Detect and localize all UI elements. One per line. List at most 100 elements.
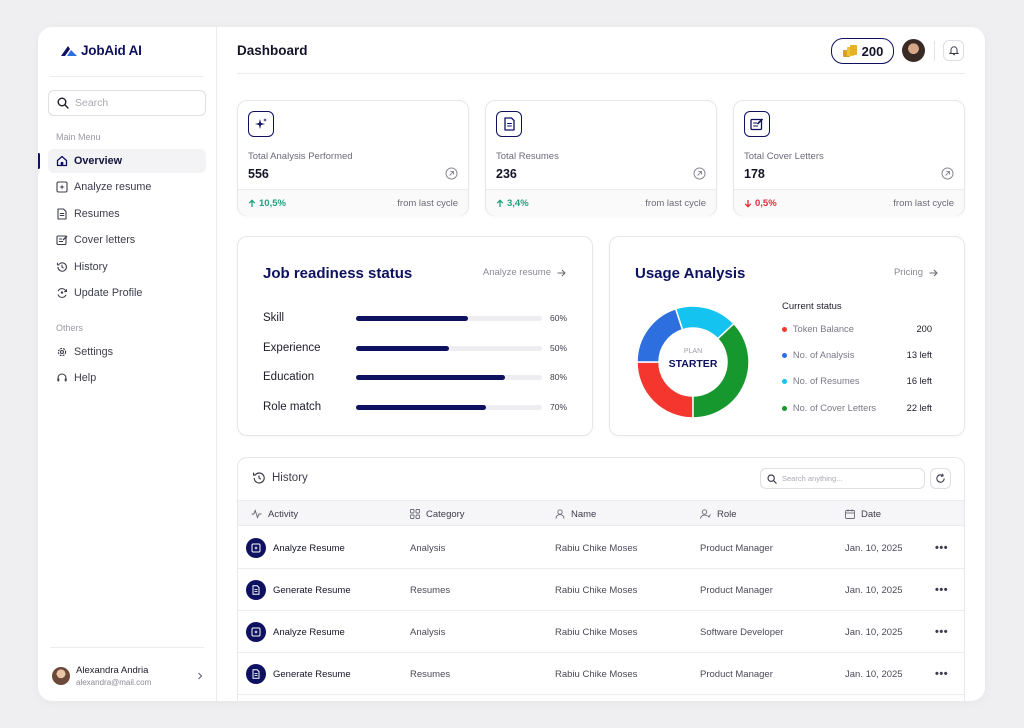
column-date[interactable]: Date xyxy=(845,501,881,527)
readiness-label: Experience xyxy=(263,342,321,354)
document-icon xyxy=(57,208,67,220)
cover-letter-icon xyxy=(56,235,68,246)
stat-label: Total Resumes xyxy=(496,151,559,162)
sidebar-item-label: History xyxy=(74,261,108,273)
progress-track xyxy=(356,374,542,380)
sidebar-item-cover-letters[interactable]: Cover letters xyxy=(48,228,206,252)
more-options-icon[interactable]: ••• xyxy=(935,626,949,638)
table-row[interactable]: Analyze Resume Analysis Rabiu Chike Mose… xyxy=(238,527,964,569)
stat-icon xyxy=(248,111,274,137)
sidebar-item-overview[interactable]: Overview xyxy=(48,149,206,173)
sidebar-item-help[interactable]: Help xyxy=(48,366,206,390)
activity-name: Analyze Resume xyxy=(273,542,345,554)
activity-icon xyxy=(251,509,262,519)
sidebar-item-label: Update Profile xyxy=(74,287,143,299)
open-details-button[interactable] xyxy=(445,167,458,180)
sidebar-search[interactable]: Search xyxy=(48,90,206,116)
search-icon xyxy=(767,473,777,484)
trend-value: 0,5% xyxy=(755,197,777,209)
avatar xyxy=(52,667,70,685)
cell-date: Jan. 10, 2025 xyxy=(845,584,903,596)
arrow-up-right-icon xyxy=(941,167,954,180)
readiness-label: Skill xyxy=(263,312,285,324)
active-indicator xyxy=(38,153,40,169)
more-options-icon[interactable]: ••• xyxy=(935,542,949,554)
header-avatar[interactable] xyxy=(902,39,925,62)
column-label: Role xyxy=(717,508,737,520)
divider xyxy=(50,76,204,77)
table-row[interactable]: Generate Resume Resumes Rabiu Chike Mose… xyxy=(238,653,964,695)
home-icon xyxy=(56,155,68,167)
sidebar-item-resumes[interactable]: Resumes xyxy=(48,202,206,226)
more-options-icon[interactable]: ••• xyxy=(935,668,949,680)
app-window: JobAid AI Search Main Menu Overview An xyxy=(38,27,985,701)
cell-role: Product Manager xyxy=(700,668,773,680)
refresh-icon xyxy=(936,473,945,483)
cell-activity: Generate Resume xyxy=(246,653,351,695)
progress-track xyxy=(356,404,542,410)
column-role[interactable]: Role xyxy=(700,501,737,527)
trend-note: from last cycle xyxy=(645,197,706,209)
activity-name: Analyze Resume xyxy=(273,626,345,638)
cell-category: Resumes xyxy=(410,584,451,596)
history-search-input[interactable]: Search anything... xyxy=(760,468,925,489)
column-activity[interactable]: Activity xyxy=(251,501,298,527)
search-placeholder: Search xyxy=(75,97,109,109)
stat-value: 236 xyxy=(496,167,517,181)
stat-card-cover-letters: Total Cover Letters 178 0,5% from last c… xyxy=(733,100,965,216)
sidebar-item-history[interactable]: History xyxy=(48,255,206,279)
document-icon xyxy=(246,664,266,684)
grid-icon xyxy=(410,509,420,519)
cell-name: Rabiu Chike Moses xyxy=(555,542,638,554)
arrow-up-icon xyxy=(248,198,256,207)
analyze-icon xyxy=(56,181,68,193)
legend-item: No. of Cover Letters 22 left xyxy=(782,402,932,414)
link-label: Pricing xyxy=(893,267,923,278)
more-options-icon[interactable]: ••• xyxy=(935,584,949,596)
divider xyxy=(237,73,965,74)
column-name[interactable]: Name xyxy=(555,501,596,527)
sidebar-item-analyze-resume[interactable]: Analyze resume xyxy=(48,175,206,199)
trend-note: from last cycle xyxy=(397,197,458,209)
donut-slice-token-balance[interactable] xyxy=(636,361,694,419)
donut-svg xyxy=(636,305,750,419)
refresh-button[interactable] xyxy=(930,468,951,489)
stat-label: Total Cover Letters xyxy=(744,151,824,162)
sidebar-item-settings[interactable]: Settings xyxy=(48,340,206,364)
donut-slice-no-of-cover-letters[interactable] xyxy=(692,322,750,419)
card-title: Job readiness status xyxy=(263,265,413,282)
brand-name: JobAid AI xyxy=(81,43,142,58)
coins-icon xyxy=(842,45,857,57)
readiness-label: Education xyxy=(263,371,315,383)
readiness-percent: 80% xyxy=(550,372,568,382)
brand-logo[interactable]: JobAid AI xyxy=(61,43,142,58)
cell-date: Jan. 10, 2025 xyxy=(845,668,903,680)
search-icon xyxy=(57,97,69,109)
column-label: Activity xyxy=(268,508,299,520)
open-details-button[interactable] xyxy=(693,167,706,180)
progress-fill xyxy=(356,345,449,351)
table-row[interactable]: Analyze Resume Analysis Rabiu Chike Mose… xyxy=(238,611,964,653)
notifications-button[interactable] xyxy=(943,40,964,61)
sidebar-item-update-profile[interactable]: Update Profile xyxy=(48,281,206,305)
column-category[interactable]: Category xyxy=(410,501,465,527)
token-balance-button[interactable]: 200 xyxy=(831,38,894,64)
sidebar-item-label: Resumes xyxy=(74,208,120,220)
pricing-link[interactable]: Pricing xyxy=(894,267,938,278)
cell-category: Analysis xyxy=(410,542,446,554)
user-profile[interactable]: Alexandra Andria alexandra@mail.com xyxy=(52,664,204,688)
analyze-resume-link[interactable]: Analyze resume xyxy=(483,267,566,278)
stat-footer: 3,4% from last cycle xyxy=(486,189,716,216)
legend-item: No. of Resumes 16 left xyxy=(782,375,932,387)
cell-category: Resumes xyxy=(410,668,451,680)
document-icon xyxy=(503,117,515,131)
open-details-button[interactable] xyxy=(941,167,954,180)
legend-item: No. of Analysis 13 left xyxy=(782,349,932,361)
main-menu-label: Main Menu xyxy=(56,132,101,142)
legend-dot xyxy=(782,378,787,384)
link-label: Analyze resume xyxy=(482,267,551,278)
cell-role: Product Manager xyxy=(700,542,773,554)
legend-label: No. of Cover Letters xyxy=(792,403,877,413)
table-row[interactable]: Generate Resume Resumes Rabiu Chike Mose… xyxy=(238,569,964,611)
cell-role: Software Developer xyxy=(700,626,784,638)
